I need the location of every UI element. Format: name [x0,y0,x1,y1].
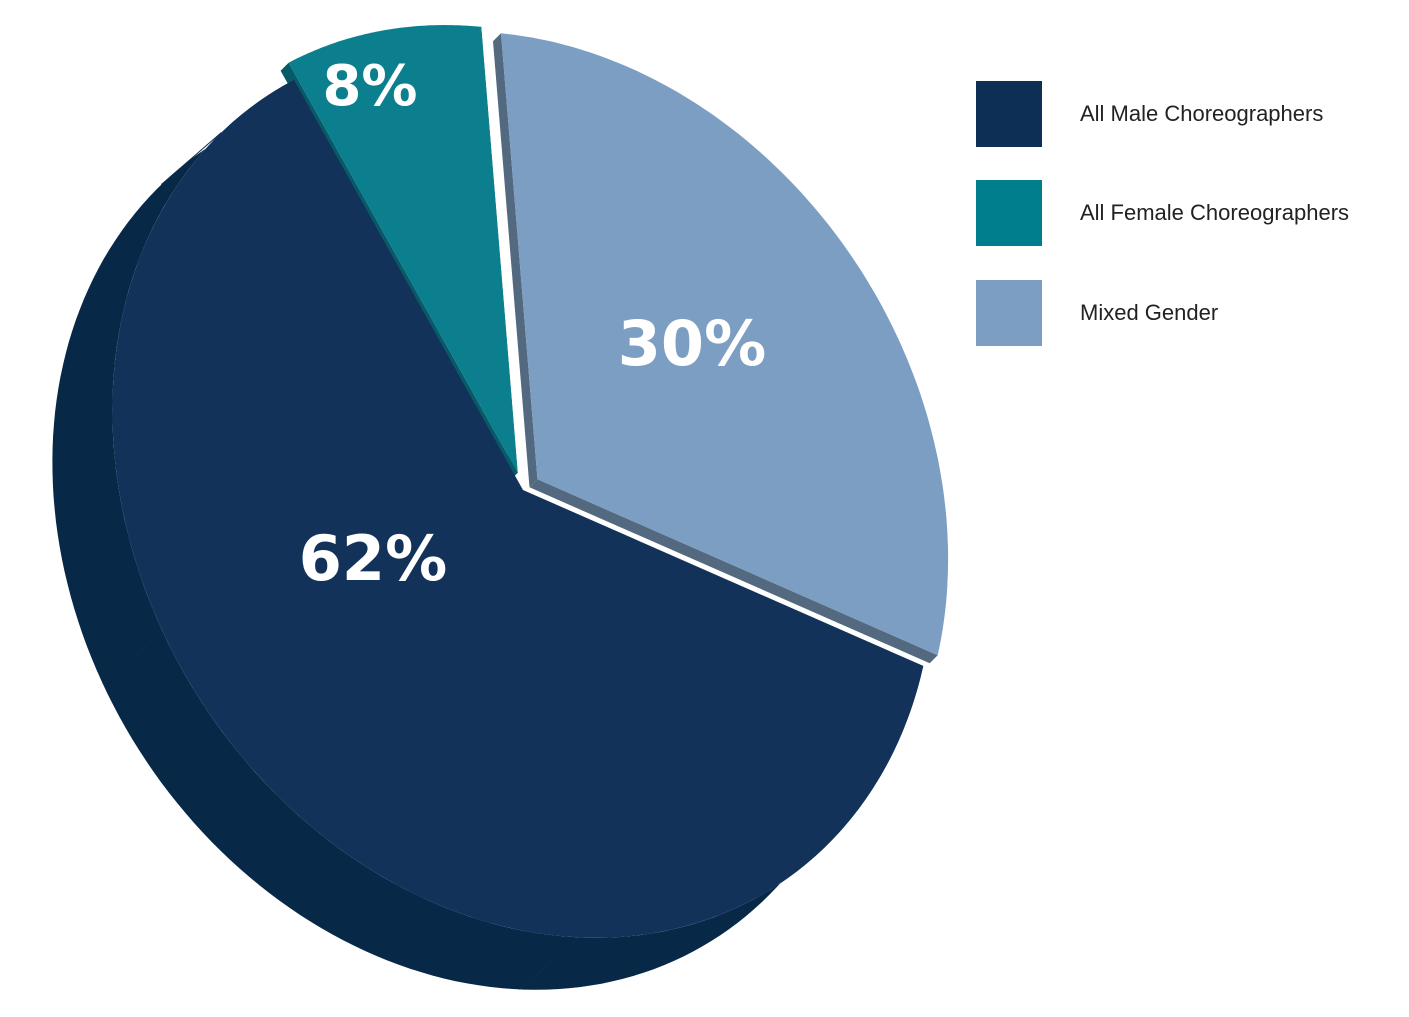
data-label-female: 8% [322,54,417,119]
legend-label-male: All Male Choreographers [1080,101,1324,126]
slice-female [288,25,518,473]
legend-swatch-mixed [976,280,1042,346]
legend-swatch-male [976,81,1042,147]
data-label-mixed: 30% [618,307,766,380]
legend-item-female: All Female Choreographers [976,180,1406,246]
legend-label-female: All Female Choreographers [1080,200,1350,225]
slice-edge2-mixed [493,33,538,488]
pie-layer: 62% 8% 30% [52,25,949,990]
slice-side-seam-1 [102,631,164,685]
slice-side-seam-0 [160,132,222,186]
legend-swatch-female [976,180,1042,246]
slice-mixed [501,33,949,656]
slice-side-seam-2 [519,937,580,990]
slice-male [112,79,924,938]
data-label-male: 62% [299,522,447,595]
slice-edge-mixed [529,479,938,664]
legend-item-mixed: Mixed Gender [976,280,1406,346]
legend-item-male: All Male Choreographers [976,81,1406,147]
legend-label-mixed: Mixed Gender [1080,300,1219,325]
